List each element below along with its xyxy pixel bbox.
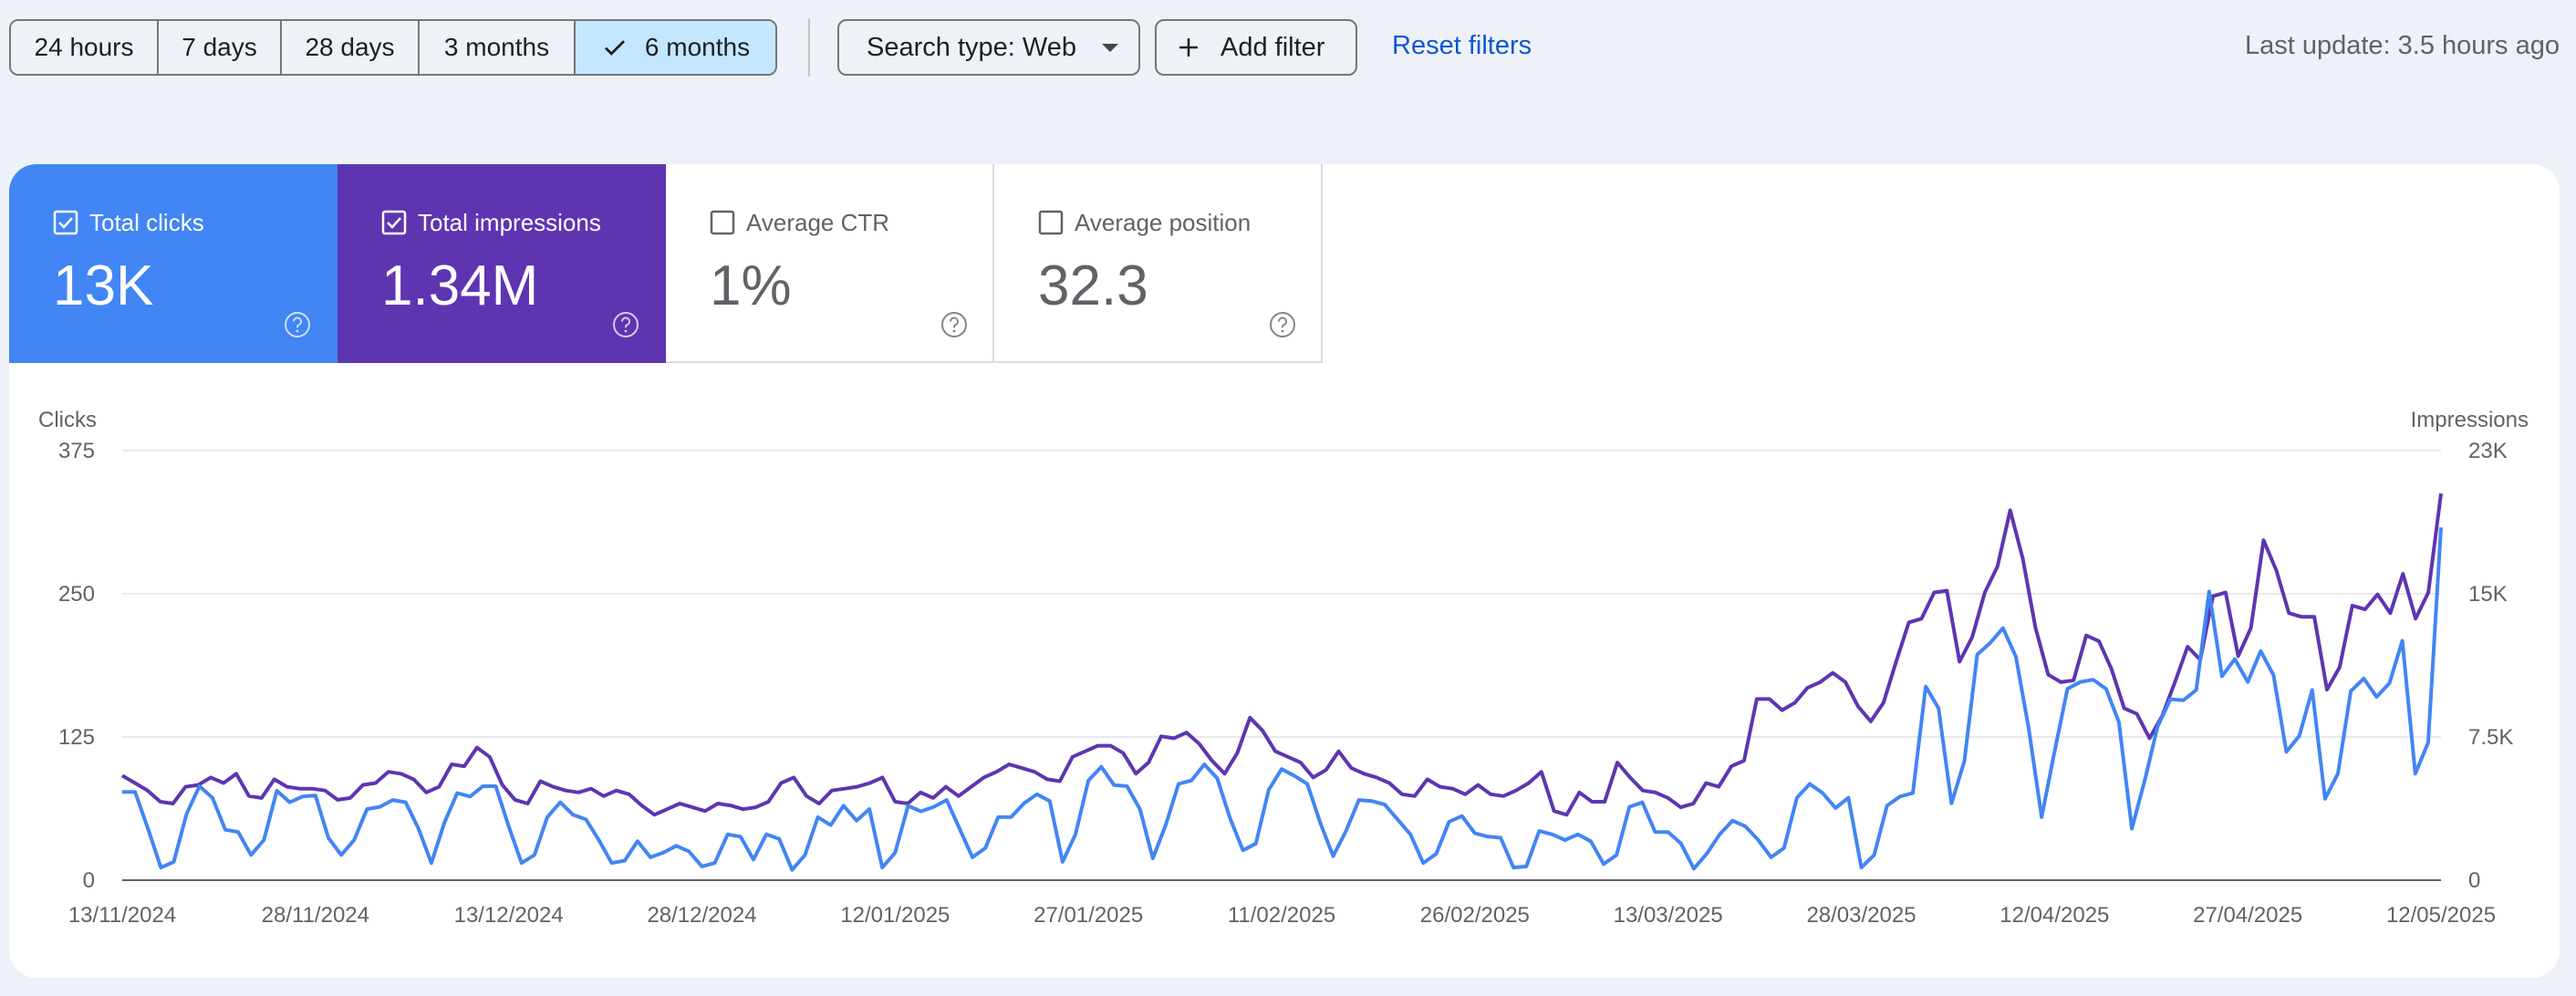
metric-value: 1.34M [381,254,539,317]
range-label: 6 months [644,33,751,61]
y-tick-label-right: 15K [2468,582,2508,607]
metric-label: Average position [1075,209,1252,236]
y-tick-label-right: 0 [2468,868,2480,893]
range-28-days-button[interactable]: 28 days [282,21,420,74]
y-axis-right-label: Impressions [2411,408,2529,432]
x-tick-label: 11/02/2025 [1228,903,1335,928]
x-tick-label: 26/02/2025 [1420,903,1530,928]
help-circle-icon[interactable] [283,310,312,339]
range-label: 24 hours [34,33,134,61]
range-label: 3 months [443,33,550,61]
checkbox-icon[interactable] [1038,210,1064,235]
add-filter-label: Add filter [1220,32,1325,62]
y-tick-label-left: 0 [83,868,95,893]
y-axis-left-label: Clicks [38,408,97,432]
y-tick-label-left: 250 [58,582,95,607]
series-line-clicks[interactable] [122,527,2443,872]
range-3-months-button[interactable]: 3 months [420,21,576,74]
check-icon [601,34,628,61]
range-6-months-button[interactable]: 6 months [576,21,775,74]
x-tick-label: 13/03/2025 [1614,903,1723,928]
help-circle-icon[interactable] [611,310,640,339]
chart-grid [122,450,2441,881]
last-update-text: Last update: 3.5 hours ago [2244,31,2560,60]
x-tick-label: 28/03/2025 [1806,903,1916,928]
checkbox-icon[interactable] [381,210,407,235]
metric-average-ctr[interactable]: Average CTR 1% [666,164,994,363]
range-7-days-button[interactable]: 7 days [159,21,282,74]
x-tick-label: 12/01/2025 [840,903,950,928]
metric-label: Total clicks [89,209,204,236]
x-tick-label: 12/05/2025 [2386,903,2496,928]
performance-chart[interactable]: Clicks Impressions 0 0 125 7.5K 250 15K 375 23K… [9,164,2560,978]
y-tick-label-left: 375 [58,439,95,463]
performance-card: Total clicks 13K Total impressions 1.34M… [9,164,2560,978]
metric-label: Average CTR [746,209,890,236]
toolbar: 24 hours 7 days 28 days 3 months 6 month… [0,0,2576,95]
range-label: 7 days [182,33,257,61]
checkbox-icon[interactable] [53,210,78,235]
metric-label: Total impressions [418,209,601,236]
date-range-selector: 24 hours 7 days 28 days 3 months 6 month… [9,19,777,76]
y-tick-label-right: 23K [2468,439,2508,463]
x-axis-ticks: 13/11/2024 28/11/2024 13/12/2024 28/12/2024… [68,903,2496,928]
add-filter-button[interactable]: Add filter [1155,19,1357,76]
search-type-label: Search type: Web [867,32,1076,62]
chart-series [120,493,2443,872]
metric-total-impressions[interactable]: Total impressions 1.34M [338,164,666,363]
search-type-dropdown[interactable]: Search type: Web [837,19,1140,76]
y-tick-label-right: 7.5K [2468,725,2513,750]
caret-down-icon [1102,44,1118,52]
metric-total-clicks[interactable]: Total clicks 13K [9,164,338,363]
help-circle-icon[interactable] [1268,310,1297,339]
metric-value: 1% [710,254,792,317]
series-line-impressions[interactable] [120,493,2443,817]
range-label: 28 days [305,33,395,61]
help-circle-icon[interactable] [940,310,969,339]
x-tick-label: 27/01/2025 [1034,903,1143,928]
x-tick-label: 27/04/2025 [2193,903,2302,928]
metric-value: 13K [53,254,154,317]
toolbar-divider [808,18,810,77]
x-tick-label: 13/12/2024 [454,903,564,928]
x-tick-label: 28/11/2024 [262,903,369,928]
range-24-hours-button[interactable]: 24 hours [11,21,159,74]
metric-average-position[interactable]: Average position 32.3 [994,164,1323,363]
metric-value: 32.3 [1038,254,1148,317]
x-tick-label: 13/11/2024 [68,903,176,928]
x-tick-label: 12/04/2025 [2000,903,2109,928]
y-axis-ticks: 0 0 125 7.5K 250 15K 375 23K [58,439,2513,893]
x-tick-label: 28/12/2024 [647,903,756,928]
y-tick-label-left: 125 [58,725,95,750]
plus-icon [1175,34,1202,61]
checkbox-icon[interactable] [710,210,735,235]
reset-filters-link[interactable]: Reset filters [1392,31,1532,60]
